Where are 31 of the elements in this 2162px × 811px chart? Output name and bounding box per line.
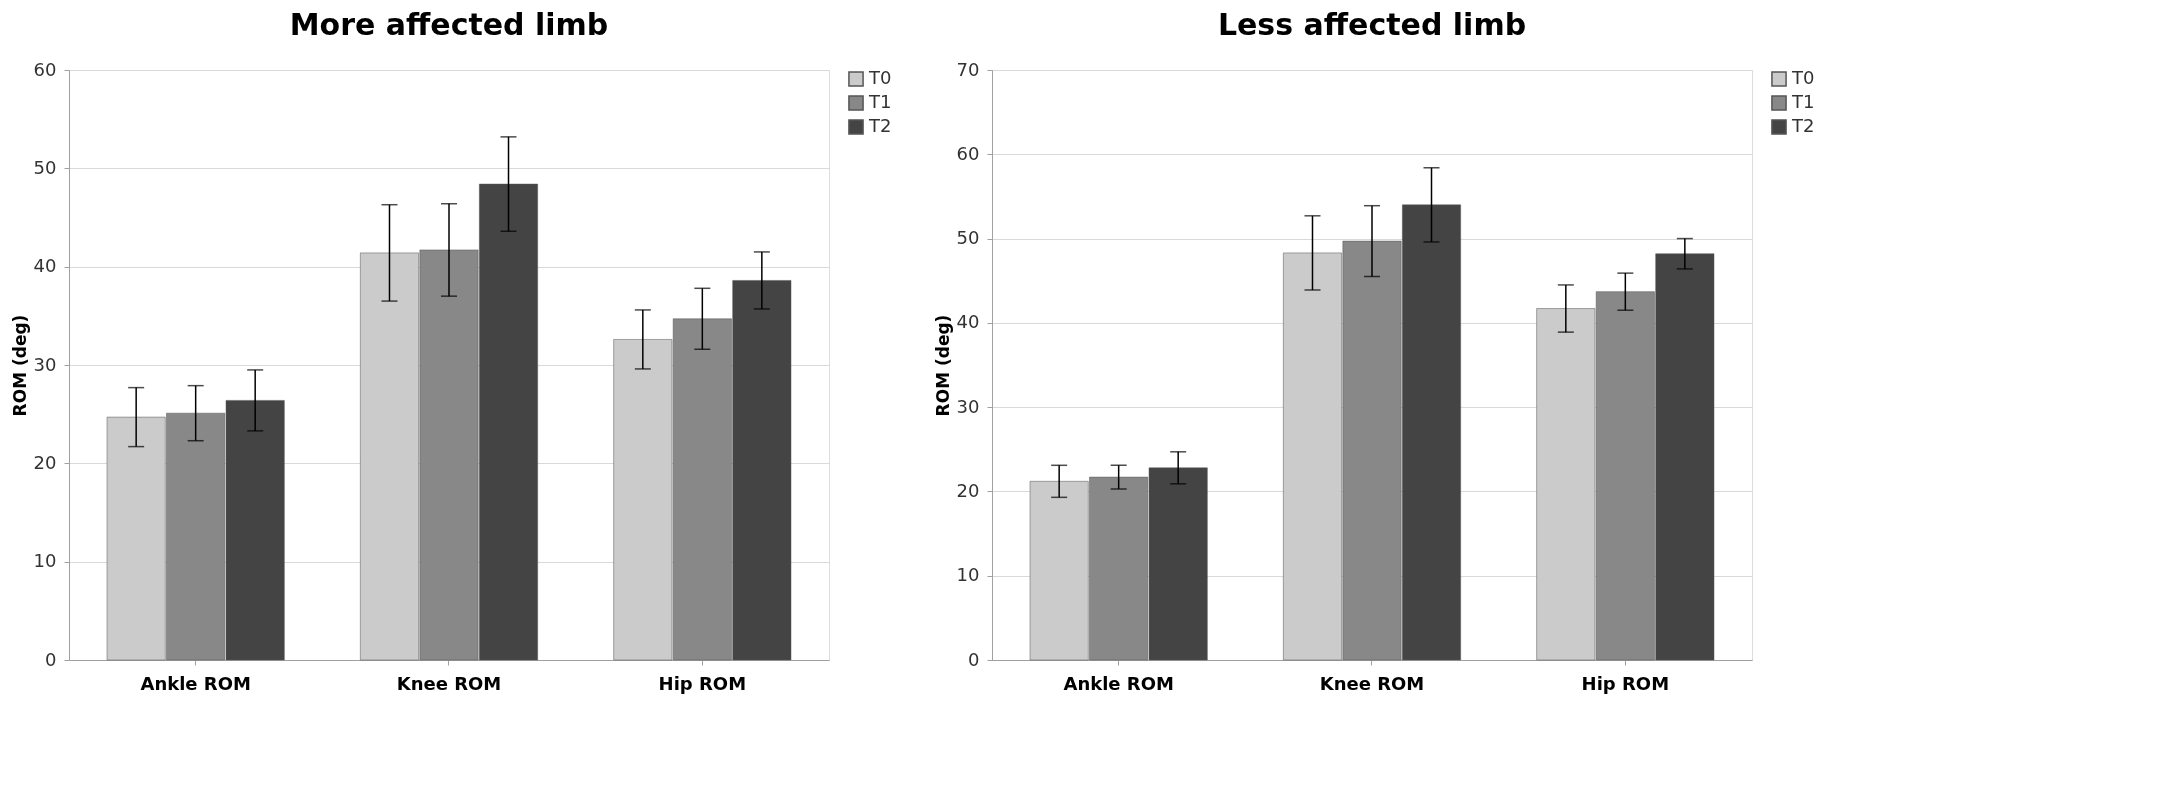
x-tick-label: Ankle ROM bbox=[140, 672, 251, 694]
y-tick-label: 70 bbox=[956, 58, 980, 80]
y-tick-label: 60 bbox=[33, 58, 57, 80]
y-tick-label: 10 bbox=[956, 564, 980, 586]
y-tick-label: 0 bbox=[45, 648, 57, 670]
y-tick-label: 50 bbox=[33, 156, 57, 178]
legend-label: T0 bbox=[1791, 67, 1815, 88]
legend-label: T2 bbox=[868, 115, 892, 136]
chart-title: More affected limb bbox=[289, 7, 609, 42]
x-tick-label: Hip ROM bbox=[658, 672, 747, 694]
y-tick-label: 20 bbox=[33, 451, 57, 473]
x-tick-label: Knee ROM bbox=[396, 672, 502, 694]
x-tick-label: Knee ROM bbox=[1319, 672, 1425, 694]
y-tick-label: 0 bbox=[968, 648, 980, 670]
y-tick-label: 60 bbox=[956, 142, 980, 164]
legend-label: T1 bbox=[868, 91, 892, 112]
y-tick-label: 40 bbox=[956, 311, 980, 333]
y-tick-label: 10 bbox=[33, 550, 57, 572]
x-tick-label: Hip ROM bbox=[1581, 672, 1670, 694]
y-axis-title: ROM (deg) bbox=[9, 314, 30, 417]
y-tick-label: 30 bbox=[956, 395, 980, 417]
x-tick-label: Ankle ROM bbox=[1063, 672, 1174, 694]
legend-label: T0 bbox=[868, 67, 892, 88]
legend-label: T1 bbox=[1791, 91, 1815, 112]
y-tick-label: 20 bbox=[956, 479, 980, 501]
y-tick-label: 40 bbox=[33, 255, 57, 277]
y-tick-label: 50 bbox=[956, 227, 980, 249]
chart-title: Less affected limb bbox=[1217, 7, 1527, 42]
y-axis-title: ROM (deg) bbox=[932, 314, 953, 417]
legend-label: T2 bbox=[1791, 115, 1815, 136]
y-tick-label: 30 bbox=[33, 353, 57, 375]
